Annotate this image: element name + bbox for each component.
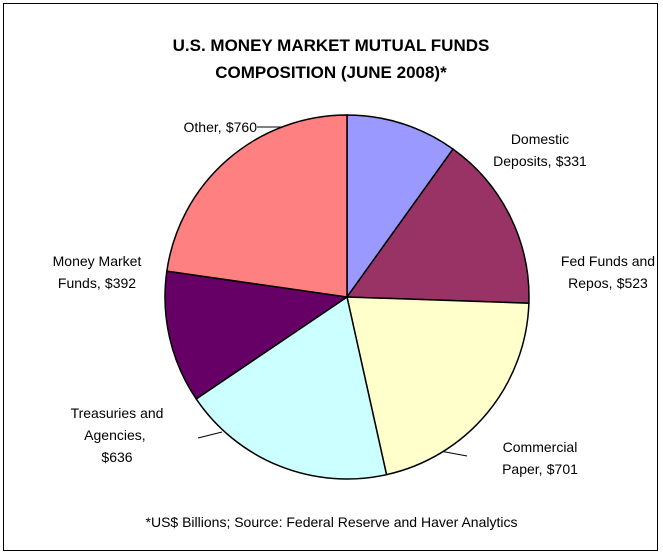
pie-slice [346, 296, 530, 476]
slice-label: Money Market Funds$392 [37, 250, 157, 294]
pie-slice [345, 148, 530, 305]
category-label: Other [184, 119, 226, 135]
slice-label: Fed Funds and Repos$523 [548, 250, 663, 294]
slice-label: Commercial Paper$701 [485, 436, 595, 480]
value-label: $523 [616, 275, 648, 291]
slice-label: Treasuries and Agencies $636 [57, 402, 177, 468]
value-label: $701 [546, 461, 578, 477]
footnote: *US$ Billions; Source: Federal Reserve a… [145, 514, 518, 530]
slice-label: Domestic Deposits$331 [480, 128, 600, 172]
category-label: Treasuries and Agencies [71, 405, 164, 443]
pie-slice [195, 295, 388, 480]
value-label: $760 [225, 119, 257, 135]
pie-slice [165, 114, 348, 298]
value-label: $636 [101, 449, 133, 465]
leader-line [439, 450, 468, 457]
chart-title: U.S. MONEY MARKET MUTUAL FUNDS COMPOSITI… [172, 36, 490, 82]
slice-label: Other$760 [184, 116, 257, 138]
pie-slice [346, 114, 455, 300]
pie-slice [164, 270, 350, 400]
leader-line [197, 431, 223, 439]
value-label: $392 [104, 275, 137, 291]
value-label: $331 [555, 153, 587, 169]
chart-frame [3, 3, 658, 551]
